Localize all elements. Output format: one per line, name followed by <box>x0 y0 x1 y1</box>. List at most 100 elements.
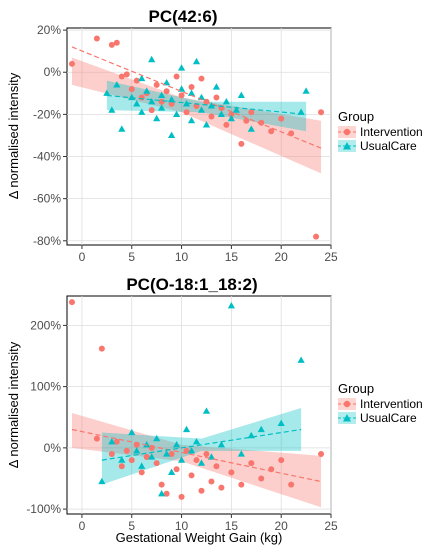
x-tick-label: 25 <box>324 519 338 533</box>
y-tick-label: -40% <box>33 150 61 164</box>
y-tick-label: -20% <box>33 107 61 121</box>
legend-2-item-usualcare: UsualCare <box>338 411 417 425</box>
y-tick-label: -100% <box>26 502 61 516</box>
x-tick-label: 10 <box>175 519 189 533</box>
data-point-usualcare <box>222 97 230 105</box>
data-point-intervention <box>238 140 245 147</box>
data-point-intervention <box>123 447 130 454</box>
confidence-band-intervention <box>71 57 322 174</box>
data-point-usualcare <box>133 100 141 107</box>
x-tick-label: 15 <box>225 250 239 264</box>
panel-1: PC(42:6) 20% 0% -20% -40% -60% -80% 0 5 10 15 20 2… <box>6 7 338 264</box>
panel-1-confidence-bands <box>71 57 322 174</box>
x-tick-label: 25 <box>324 250 338 264</box>
data-point-intervention <box>278 115 285 122</box>
data-point-usualcare <box>148 55 156 63</box>
data-point-usualcare <box>148 97 156 105</box>
legend-1-item-usualcare: UsualCare <box>338 139 417 153</box>
trend-line-usualcare <box>101 428 302 461</box>
legend-1-title: Group <box>338 109 374 124</box>
panel-1-legend: Group Intervention UsualCare <box>338 109 423 153</box>
data-point-usualcare <box>158 489 166 497</box>
data-point-usualcare <box>168 131 176 139</box>
data-point-usualcare <box>143 441 151 448</box>
data-point-usualcare <box>247 125 255 132</box>
panel-1-y-label: Δ normalised intensity <box>6 72 21 199</box>
x-tick-label: 20 <box>275 519 289 533</box>
data-point-intervention <box>163 88 170 95</box>
data-point-intervention <box>68 299 75 306</box>
data-point-usualcare <box>128 428 136 436</box>
panel-2-x-label: Gestational Weight Gain (kg) <box>116 530 283 545</box>
data-point-intervention <box>113 438 120 445</box>
data-point-intervention <box>188 83 195 90</box>
data-point-intervention <box>118 73 125 80</box>
data-point-intervention <box>193 457 200 464</box>
data-point-usualcare <box>257 425 265 433</box>
data-point-usualcare <box>202 121 211 128</box>
data-point-usualcare <box>98 477 106 485</box>
data-point-intervention <box>173 73 180 80</box>
y-tick-label: 20% <box>37 23 61 37</box>
data-point-usualcare <box>153 434 161 442</box>
data-point-intervention <box>313 233 320 240</box>
data-point-intervention <box>223 121 230 128</box>
data-point-intervention <box>133 77 140 84</box>
x-tick-label: 0 <box>79 250 86 264</box>
confidence-band-usualcare <box>106 80 307 132</box>
data-point-usualcare <box>177 456 186 463</box>
panel-2-legend: Group Intervention UsualCare <box>338 381 423 425</box>
x-tick-label: 20 <box>275 250 289 264</box>
data-point-usualcare <box>237 91 245 99</box>
panel-2-title: PC(O-18:1_18:2) <box>126 275 257 294</box>
confidence-band-usualcare <box>101 408 302 485</box>
data-point-usualcare <box>217 110 226 117</box>
panel-2: PC(O-18:1_18:2) 200% 100% 0% -100% 0 5 10 15 20… <box>6 275 338 545</box>
x-tick-label: 15 <box>225 519 239 533</box>
data-point-intervention <box>248 460 255 467</box>
data-point-intervention <box>158 481 165 488</box>
data-point-intervention <box>268 128 275 135</box>
data-point-intervention <box>238 481 245 488</box>
panel-1-title: PC(42:6) <box>149 7 218 26</box>
trend-line-intervention <box>71 46 322 149</box>
data-point-usualcare <box>108 106 116 113</box>
data-point-intervention <box>138 469 145 476</box>
data-point-usualcare <box>163 450 171 457</box>
data-point-usualcare <box>202 407 211 414</box>
data-point-intervention <box>178 92 185 99</box>
panel-1-grid <box>67 28 332 245</box>
data-point-intervention <box>168 450 175 457</box>
data-point-usualcare <box>192 437 201 445</box>
data-point-intervention <box>143 454 150 461</box>
x-tick-label: 0 <box>79 519 86 533</box>
data-point-intervention <box>228 469 235 476</box>
panel-2-trend-lines <box>71 428 322 483</box>
data-point-intervention <box>258 119 265 126</box>
data-point-usualcare <box>172 110 181 117</box>
data-point-usualcare <box>158 91 166 99</box>
data-point-usualcare <box>227 301 235 309</box>
data-point-intervention <box>228 111 235 118</box>
panel-2-y-label: Δ normalised intensity <box>6 341 21 468</box>
data-point-usualcare <box>153 114 161 122</box>
data-point-intervention <box>318 450 325 457</box>
data-point-intervention <box>203 450 210 457</box>
data-point-intervention <box>243 117 250 124</box>
data-point-usualcare <box>232 106 240 113</box>
y-tick-label: -80% <box>33 234 61 248</box>
data-point-intervention <box>148 107 155 114</box>
data-point-intervention <box>208 478 215 485</box>
data-point-usualcare <box>118 125 126 132</box>
data-point-usualcare <box>168 95 176 103</box>
data-point-usualcare <box>148 453 156 460</box>
data-point-intervention <box>183 109 190 116</box>
panel-1-x-ticks: 0 5 10 15 20 25 <box>79 245 338 264</box>
data-point-intervention <box>198 75 205 82</box>
trend-line-usualcare <box>106 94 307 115</box>
data-point-intervention <box>123 71 130 78</box>
data-point-usualcare <box>297 356 305 363</box>
data-point-usualcare <box>113 81 121 88</box>
data-point-intervention <box>158 98 165 105</box>
